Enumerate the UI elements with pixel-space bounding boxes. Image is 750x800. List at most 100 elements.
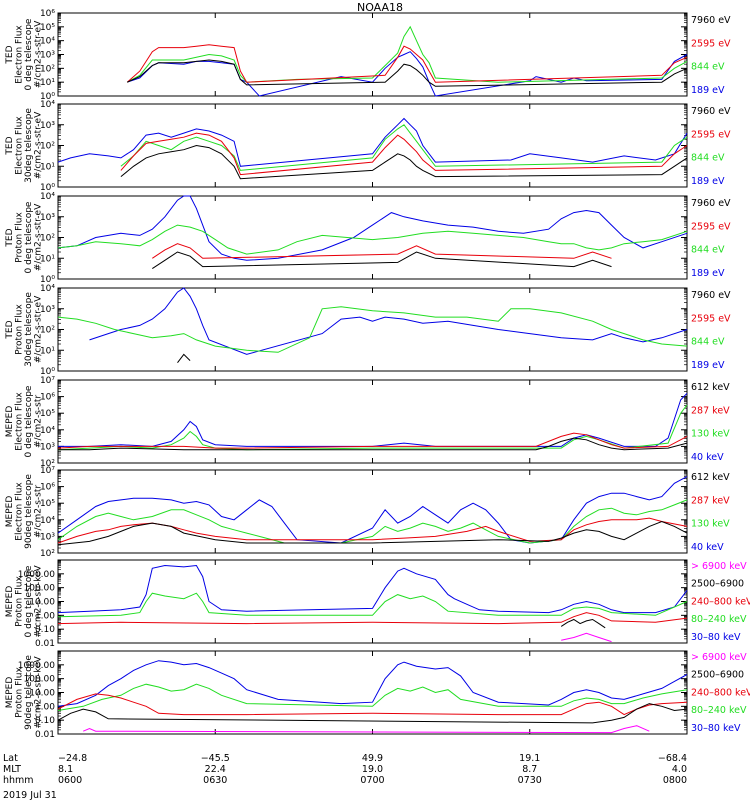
series-80-240-kev [57,683,688,711]
y-axis-label: 30deg telescope [24,108,34,183]
y-tick-label: 10¹ [40,254,55,264]
y-tick-label: 10⁴ [40,192,55,202]
channel-label: 7960 eV [691,106,731,117]
series-844-ev [126,25,688,83]
y-tick-label: 10⁰ [40,183,55,193]
x-tick-label-hhmm: 0730 [518,775,542,786]
y-axis-label: Proton Flux [15,304,25,355]
y-tick-label: 10³ [40,213,55,223]
y-tick-label: 10⁰ [40,92,55,102]
panel-frame [57,650,688,735]
x-tick-label-mlt: 8.1 [58,764,73,775]
y-axis-label: TED [5,45,15,64]
x-tick-label-hhmm: 0630 [203,775,227,786]
panel-frame [57,195,688,280]
y-axis-label: #/cm2-s-str-eV [34,203,44,271]
y-tick-label: 10² [40,459,55,469]
y-tick-label: 10⁷ [40,376,55,386]
y-axis-label: 0 deg telescope [24,565,34,637]
series-7960-ev [126,59,688,87]
x-tick-label-mlt: 8.7 [522,764,537,775]
y-tick-label: 10¹ [40,162,55,172]
y-axis-label: Proton Flux [15,212,25,263]
series-189-ev [89,287,688,355]
y-axis-label: MEPED [5,406,15,438]
series-6900-kev [561,632,612,643]
x-tick-label-hhmm: 0600 [58,775,82,786]
x-tick-label-lat: −24.8 [58,753,87,764]
y-axis-label: #/cm2-s-str [34,485,44,538]
series-844-ev [120,124,688,171]
y-tick-label: 1000.00 [18,661,55,671]
x-tick-label-lat: −68.4 [658,753,687,764]
channel-label: 40 keV [691,452,724,463]
figure-title: NOAA18 [357,1,403,14]
panel-4: 10⁰ 10¹ 10² 10³ 10⁴ TED Proton Flux 30deg teles… [5,284,731,377]
y-tick-label: 100.00 [24,584,56,594]
series-group [57,195,688,270]
y-tick-label: 10⁵ [40,23,55,33]
y-axis-label: MEPED [5,496,15,528]
y-tick-label: 10.00 [29,689,55,699]
series-group [57,660,688,734]
y-tick-label: 10² [40,64,55,74]
panel-frame [57,469,688,554]
series-7960-ev [152,251,612,270]
x-tick-label-hhmm: 0700 [360,775,384,786]
channel-label: 612 keV [691,472,730,483]
x-tick-label-mlt: 19.0 [362,764,383,775]
y-axis-label: 0 deg telescope [24,18,34,90]
panel-frame [57,559,688,644]
series-group [57,117,688,180]
channel-label: 2595 eV [691,313,731,324]
y-tick-label: 10⁷ [40,466,55,476]
panel-frame [57,287,688,372]
panel-frame [57,103,688,188]
y-tick-label: 10³ [40,305,55,315]
y-tick-label: 10³ [40,121,55,131]
y-tick-label: 10³ [40,532,55,542]
y-tick-label: 1.00 [35,702,55,712]
y-axis-label: TED [5,228,15,247]
x-row-label: Lat [3,753,18,764]
x-tick-label-lat: 49.9 [362,753,383,764]
series-30-80-kev [57,564,688,614]
series-6900-kev [83,725,650,734]
y-tick-label: 10⁴ [40,284,55,294]
panel-2: 10⁰ 10¹ 10² 10³ 10⁴ TED Electron Flux 30deg tel… [5,100,731,193]
channel-label: 80–240 keV [691,614,747,625]
y-axis-label: 0 deg telescope [24,201,34,273]
panel-1: 10⁰ 10¹ 10² 10³ 10⁴ 10⁵ 10⁶ TED Electron Flux 0 d… [5,9,731,102]
channel-label: 40 keV [691,542,724,553]
y-tick-label: 0.01 [35,730,55,740]
channel-label: 844 eV [691,62,725,73]
x-tick-label-mlt: 4.0 [672,764,687,775]
channel-label: > 6900 keV [691,652,747,663]
channel-label: 844 eV [691,337,725,348]
channel-label: 2595 eV [691,221,731,232]
y-axis-label: 90deg telescope [24,474,34,549]
series-240-800-kev [57,612,688,625]
y-tick-label: 10¹ [40,78,55,88]
series-287-kev [57,432,688,449]
y-axis-label: Proton Flux [15,576,25,627]
series-2595-ev [126,44,688,83]
y-tick-label: 10² [40,326,55,336]
y-axis-label: 30deg telescope [24,292,34,367]
y-axis-label: Electron Flux [15,25,25,84]
y-axis-label: #/cm2-s-str-keV [34,655,44,728]
y-tick-label: 10⁰ [40,275,55,285]
x-axis: LatMLThhmm−24.88.10600−45.522.4063049.91… [3,753,687,786]
channel-label: 7960 eV [691,290,731,301]
y-tick-label: 0.10 [35,625,55,635]
channel-label: 287 keV [691,495,730,506]
figure-date: 2019 Jul 31 [3,790,57,800]
series-group [126,25,688,97]
series-189-ev [57,117,688,167]
series-7960-ev [177,353,191,364]
panel-6: 10² 10³ 10⁴ 10⁵ 10⁶ 10⁷ MEPED Electron Flux 90de… [5,466,730,559]
y-tick-label: 10⁶ [40,393,55,403]
series-2500-6900 [560,618,606,629]
series-612-kev [57,520,688,546]
